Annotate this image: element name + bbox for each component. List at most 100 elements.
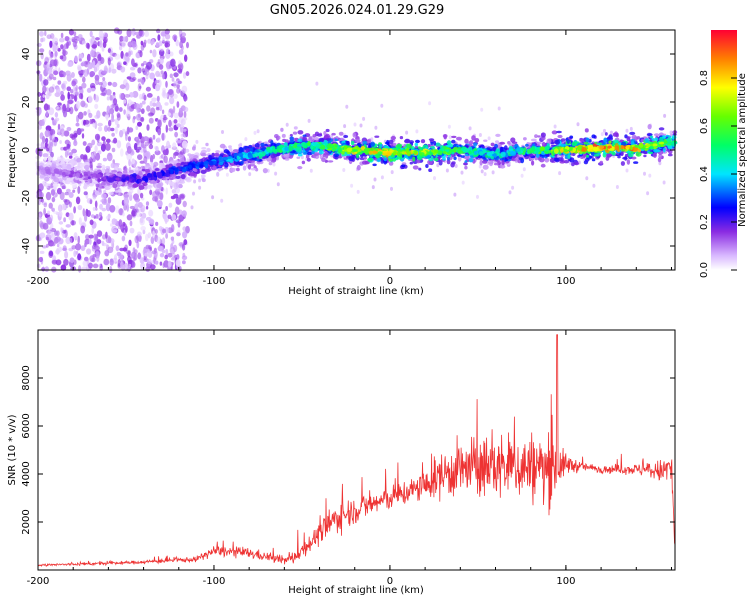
spectrogram-noise-point	[154, 150, 161, 156]
spectrogram-noise-point	[38, 199, 41, 206]
spectrogram-noise-point	[159, 104, 163, 112]
spectrogram-noise-point	[66, 86, 72, 92]
spectrogram-noise-point	[55, 259, 62, 266]
spectrogram-noise-point	[86, 53, 91, 62]
spectrogram-ridge-point	[412, 165, 419, 170]
spectrogram-noise-point	[102, 77, 106, 81]
spectrogram-noise-point	[167, 252, 173, 258]
spectrogram-ridge-point	[51, 160, 56, 163]
spectrogram-noise-point	[145, 86, 151, 92]
spectrogram-noise-point	[77, 66, 82, 71]
spectrogram-noise-point	[175, 259, 181, 267]
spectrogram-noise-point	[93, 233, 97, 242]
spectrogram-ridge-point	[362, 140, 368, 145]
spectrogram-noise-point	[76, 157, 82, 163]
spectrogram-ridge-point	[208, 154, 212, 160]
spectrogram-noise-point	[39, 31, 44, 37]
spectrogram-noise-point	[99, 203, 103, 210]
spectrogram-ridge-point	[192, 167, 196, 172]
spectrogram-noise-point	[181, 37, 186, 44]
spectrogram-ridge-point	[362, 160, 368, 165]
spectrogram-noise-point	[60, 32, 64, 39]
spectrogram-ridge-point	[493, 156, 500, 161]
spectrogram-ridge-point	[579, 139, 584, 142]
spectrogram-ridge-point	[168, 181, 175, 187]
spectrogram-noise-point	[74, 55, 79, 63]
spectrogram-noise-point	[182, 131, 188, 138]
spectrogram-noise-point	[126, 103, 130, 111]
spectrogram-ridge-point	[325, 128, 330, 133]
spectrogram-ridge-point	[67, 177, 73, 182]
spectrogram-noise-point	[131, 251, 136, 259]
spectrogram-ridge-point	[51, 175, 56, 180]
spectrogram-noise-point	[75, 122, 80, 127]
spectrogram-noise-point	[94, 133, 101, 141]
spectrogram-noise-point	[157, 119, 162, 128]
spectrogram-ridge-point	[624, 134, 628, 139]
spectrogram-noise-point	[131, 210, 136, 217]
spectrogram-noise-point	[167, 112, 171, 117]
spectrogram-noise-point	[380, 175, 384, 180]
spectrogram-noise-point	[480, 107, 484, 112]
spectrogram-noise-point	[125, 249, 131, 255]
spectrogram-noise-point	[145, 248, 151, 253]
spectrogram-noise-point	[144, 252, 149, 257]
spectrogram-noise-point	[88, 234, 94, 239]
spectrogram-ridge-point	[236, 161, 240, 165]
spectrogram-noise-point	[129, 220, 133, 227]
spectrogram-noise-point	[49, 214, 54, 222]
spectrogram-noise-point	[168, 89, 174, 95]
spectrogram-ridge-point	[404, 138, 411, 143]
spectrogram-ridge-point	[316, 133, 323, 137]
spectrogram-noise-point	[174, 206, 180, 215]
spectrogram-ridge-point	[297, 166, 303, 170]
spectrogram-noise-point	[51, 207, 56, 213]
spectrogram-ridge-point	[268, 161, 273, 166]
spectrogram-noise-point	[45, 148, 50, 152]
spectrogram-ridge-point	[648, 151, 653, 155]
spectrogram-ridge-point	[626, 136, 631, 142]
spectrogram-noise-point	[81, 266, 88, 271]
spectrogram-noise-point	[179, 40, 184, 49]
spectrogram-ridge-point	[636, 136, 641, 140]
spectrogram-noise-point	[134, 31, 140, 36]
spectrogram-noise-point	[154, 80, 158, 84]
spectrogram-noise-point	[156, 236, 162, 244]
spectrogram-noise-point	[97, 53, 102, 62]
spectrogram-noise-point	[65, 224, 71, 228]
spectrogram-noise-point	[124, 225, 128, 233]
spectrogram-noise-point	[52, 37, 59, 44]
spectrogram-noise-point	[39, 250, 45, 254]
spectrogram-noise-point	[60, 44, 64, 50]
spectrogram-noise-point	[127, 136, 131, 142]
spectrogram-ridge-point	[72, 153, 78, 156]
spectrogram-noise-point	[171, 189, 176, 194]
spectrogram-noise-point	[143, 39, 147, 45]
spectrogram-noise-point	[62, 103, 67, 112]
spectrogram-noise-point	[131, 27, 136, 37]
spectrogram-noise-point	[146, 258, 152, 264]
spectrogram-noise-point	[192, 191, 195, 196]
spectrogram-noise-point	[48, 202, 53, 209]
spectrogram-ridge-point	[654, 137, 659, 142]
spectrogram-noise-point	[183, 110, 187, 119]
spectrogram-noise-point	[211, 195, 215, 200]
chart-title: GN05.2026.024.01.29.G29	[270, 3, 445, 18]
spectrogram-noise-point	[478, 133, 482, 137]
spectrogram-ridge-point	[622, 156, 628, 160]
spectrogram-noise-point	[80, 225, 86, 234]
spectrogram-ridge-point	[150, 161, 154, 166]
spectrogram-noise-point	[121, 128, 126, 134]
spectrogram-noise-point	[46, 34, 52, 39]
spectrogram-noise-point	[272, 162, 276, 167]
spectrogram-noise-point	[54, 112, 59, 118]
spectrogram-noise-point	[163, 260, 170, 268]
spectrogram-noise-point	[98, 82, 103, 86]
spectrogram-noise-point	[140, 226, 146, 231]
spectrogram-noise-point	[91, 214, 95, 218]
spectrogram-noise-point	[180, 123, 184, 128]
spectrogram-noise-point	[148, 209, 154, 217]
spectrogram-noise-point	[62, 245, 67, 251]
spectrogram-noise-point	[94, 145, 98, 153]
spectrogram-ridge-point	[499, 158, 506, 161]
